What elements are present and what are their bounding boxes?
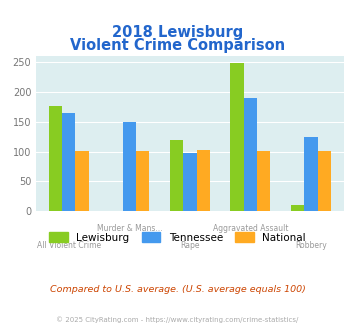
Text: 2018 Lewisburg: 2018 Lewisburg	[112, 25, 243, 40]
Bar	[197, 150, 210, 211]
Bar	[136, 151, 149, 211]
Bar	[62, 114, 76, 211]
Bar	[170, 140, 183, 211]
Text: Violent Crime Comparison: Violent Crime Comparison	[70, 38, 285, 53]
Text: Murder & Mans...: Murder & Mans...	[97, 224, 162, 233]
Legend: Lewisburg, Tennessee, National: Lewisburg, Tennessee, National	[45, 228, 310, 247]
Text: Compared to U.S. average. (U.S. average equals 100): Compared to U.S. average. (U.S. average …	[50, 285, 305, 294]
Bar	[291, 205, 304, 211]
Text: Robbery: Robbery	[295, 241, 327, 250]
Bar	[76, 151, 89, 211]
Bar	[183, 153, 197, 211]
Bar	[49, 106, 62, 211]
Bar	[304, 137, 318, 211]
Text: Aggravated Assault: Aggravated Assault	[213, 224, 288, 233]
Bar	[230, 63, 244, 211]
Text: All Violent Crime: All Violent Crime	[37, 241, 101, 250]
Text: Rape: Rape	[180, 241, 200, 250]
Bar	[244, 98, 257, 211]
Bar	[257, 151, 271, 211]
Bar	[318, 151, 331, 211]
Text: © 2025 CityRating.com - https://www.cityrating.com/crime-statistics/: © 2025 CityRating.com - https://www.city…	[56, 316, 299, 323]
Bar	[123, 122, 136, 211]
